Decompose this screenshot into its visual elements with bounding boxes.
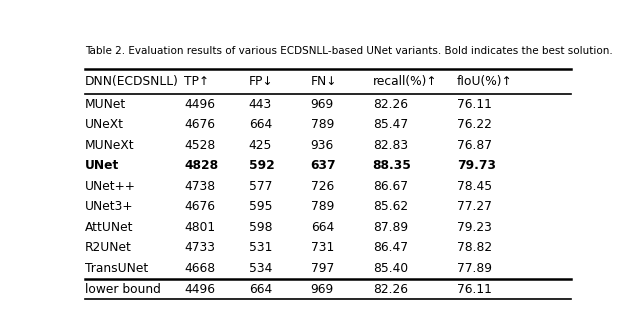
Text: 77.89: 77.89 [457,262,492,275]
Text: 76.11: 76.11 [457,282,492,296]
Text: UNet3+: UNet3+ [85,201,134,213]
Text: 85.47: 85.47 [372,118,408,131]
Text: 969: 969 [310,98,334,111]
Text: FN↓: FN↓ [310,75,337,88]
Text: Table 2. Evaluation results of various ECDSNLL-based UNet variants. Bold indicat: Table 2. Evaluation results of various E… [85,46,612,56]
Text: 79.23: 79.23 [457,221,492,234]
Text: 443: 443 [249,98,272,111]
Text: 797: 797 [310,262,334,275]
Text: MUNet: MUNet [85,98,126,111]
Text: 4676: 4676 [184,201,215,213]
Text: 534: 534 [249,262,272,275]
Text: 82.26: 82.26 [372,98,408,111]
Text: recall(%)↑: recall(%)↑ [372,75,437,88]
Text: 969: 969 [310,282,334,296]
Text: 4668: 4668 [184,262,215,275]
Text: lower bound: lower bound [85,282,161,296]
Text: 4828: 4828 [184,160,218,172]
Text: 78.45: 78.45 [457,180,492,193]
Text: 664: 664 [249,282,272,296]
Text: 425: 425 [249,139,272,152]
Text: 4733: 4733 [184,241,215,255]
Text: 86.47: 86.47 [372,241,408,255]
Text: UNet++: UNet++ [85,180,136,193]
Text: TP↑: TP↑ [184,75,209,88]
Text: 78.82: 78.82 [457,241,492,255]
Text: 85.40: 85.40 [372,262,408,275]
Text: 82.83: 82.83 [372,139,408,152]
Text: 4676: 4676 [184,118,215,131]
Text: 82.26: 82.26 [372,282,408,296]
Text: TransUNet: TransUNet [85,262,148,275]
Text: 531: 531 [249,241,272,255]
Text: 86.67: 86.67 [372,180,408,193]
Text: 664: 664 [249,118,272,131]
Text: 76.87: 76.87 [457,139,492,152]
Text: 4801: 4801 [184,221,215,234]
Text: 664: 664 [310,221,334,234]
Text: R2UNet: R2UNet [85,241,132,255]
Text: 595: 595 [249,201,272,213]
Text: 789: 789 [310,201,334,213]
Text: AttUNet: AttUNet [85,221,134,234]
Text: UNeXt: UNeXt [85,118,124,131]
Text: 726: 726 [310,180,334,193]
Text: 79.73: 79.73 [457,160,496,172]
Text: 4528: 4528 [184,139,216,152]
Text: 577: 577 [249,180,272,193]
Text: 76.22: 76.22 [457,118,492,131]
Text: 76.11: 76.11 [457,98,492,111]
Text: 936: 936 [310,139,334,152]
Text: 731: 731 [310,241,334,255]
Text: 598: 598 [249,221,272,234]
Text: fIoU(%)↑: fIoU(%)↑ [457,75,513,88]
Text: 789: 789 [310,118,334,131]
Text: 4738: 4738 [184,180,215,193]
Text: FP↓: FP↓ [249,75,273,88]
Text: 637: 637 [310,160,336,172]
Text: 4496: 4496 [184,282,215,296]
Text: 4496: 4496 [184,98,215,111]
Text: 87.89: 87.89 [372,221,408,234]
Text: UNet: UNet [85,160,119,172]
Text: 85.62: 85.62 [372,201,408,213]
Text: 77.27: 77.27 [457,201,492,213]
Text: 592: 592 [249,160,275,172]
Text: 88.35: 88.35 [372,160,412,172]
Text: DNN(ECDSNLL): DNN(ECDSNLL) [85,75,179,88]
Text: MUNeXt: MUNeXt [85,139,134,152]
